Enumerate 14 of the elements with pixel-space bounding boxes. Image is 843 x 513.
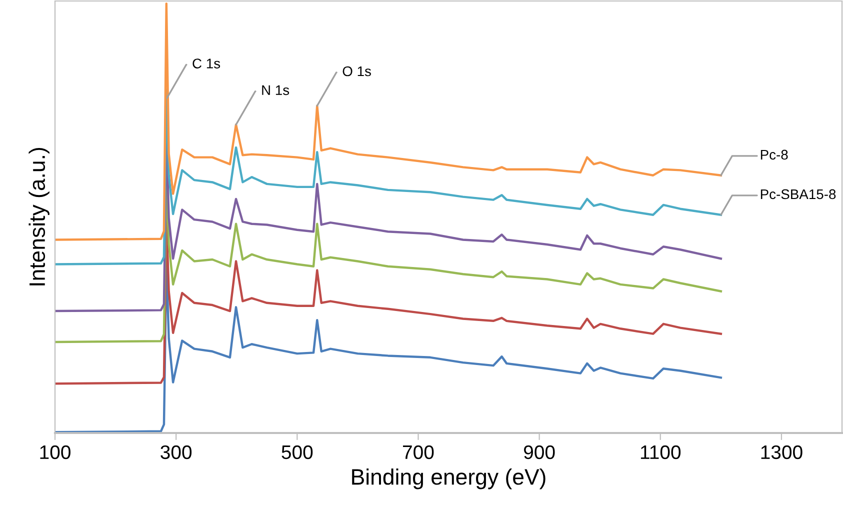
text: Pc-SBA15-8	[760, 189, 836, 200]
x-tick-label: 700	[403, 445, 434, 460]
x-axis-title: Binding energy (eV)	[352, 468, 546, 490]
x-tick-label: 1100	[640, 445, 681, 460]
x-tick-label: 300	[160, 445, 192, 460]
annotation: C 1s	[192, 58, 220, 68]
annotation: O 1s	[342, 66, 371, 76]
x-tick-label: 500	[282, 445, 313, 460]
x-tick-label: 100	[40, 445, 70, 460]
text: Pc-8	[760, 150, 788, 160]
x-tick-label: 900	[524, 445, 555, 460]
y-axis-title: Intensity (a.u.)	[28, 148, 50, 286]
x-tick-label: 1300	[761, 445, 802, 460]
annotation: N 1s	[262, 85, 290, 96]
